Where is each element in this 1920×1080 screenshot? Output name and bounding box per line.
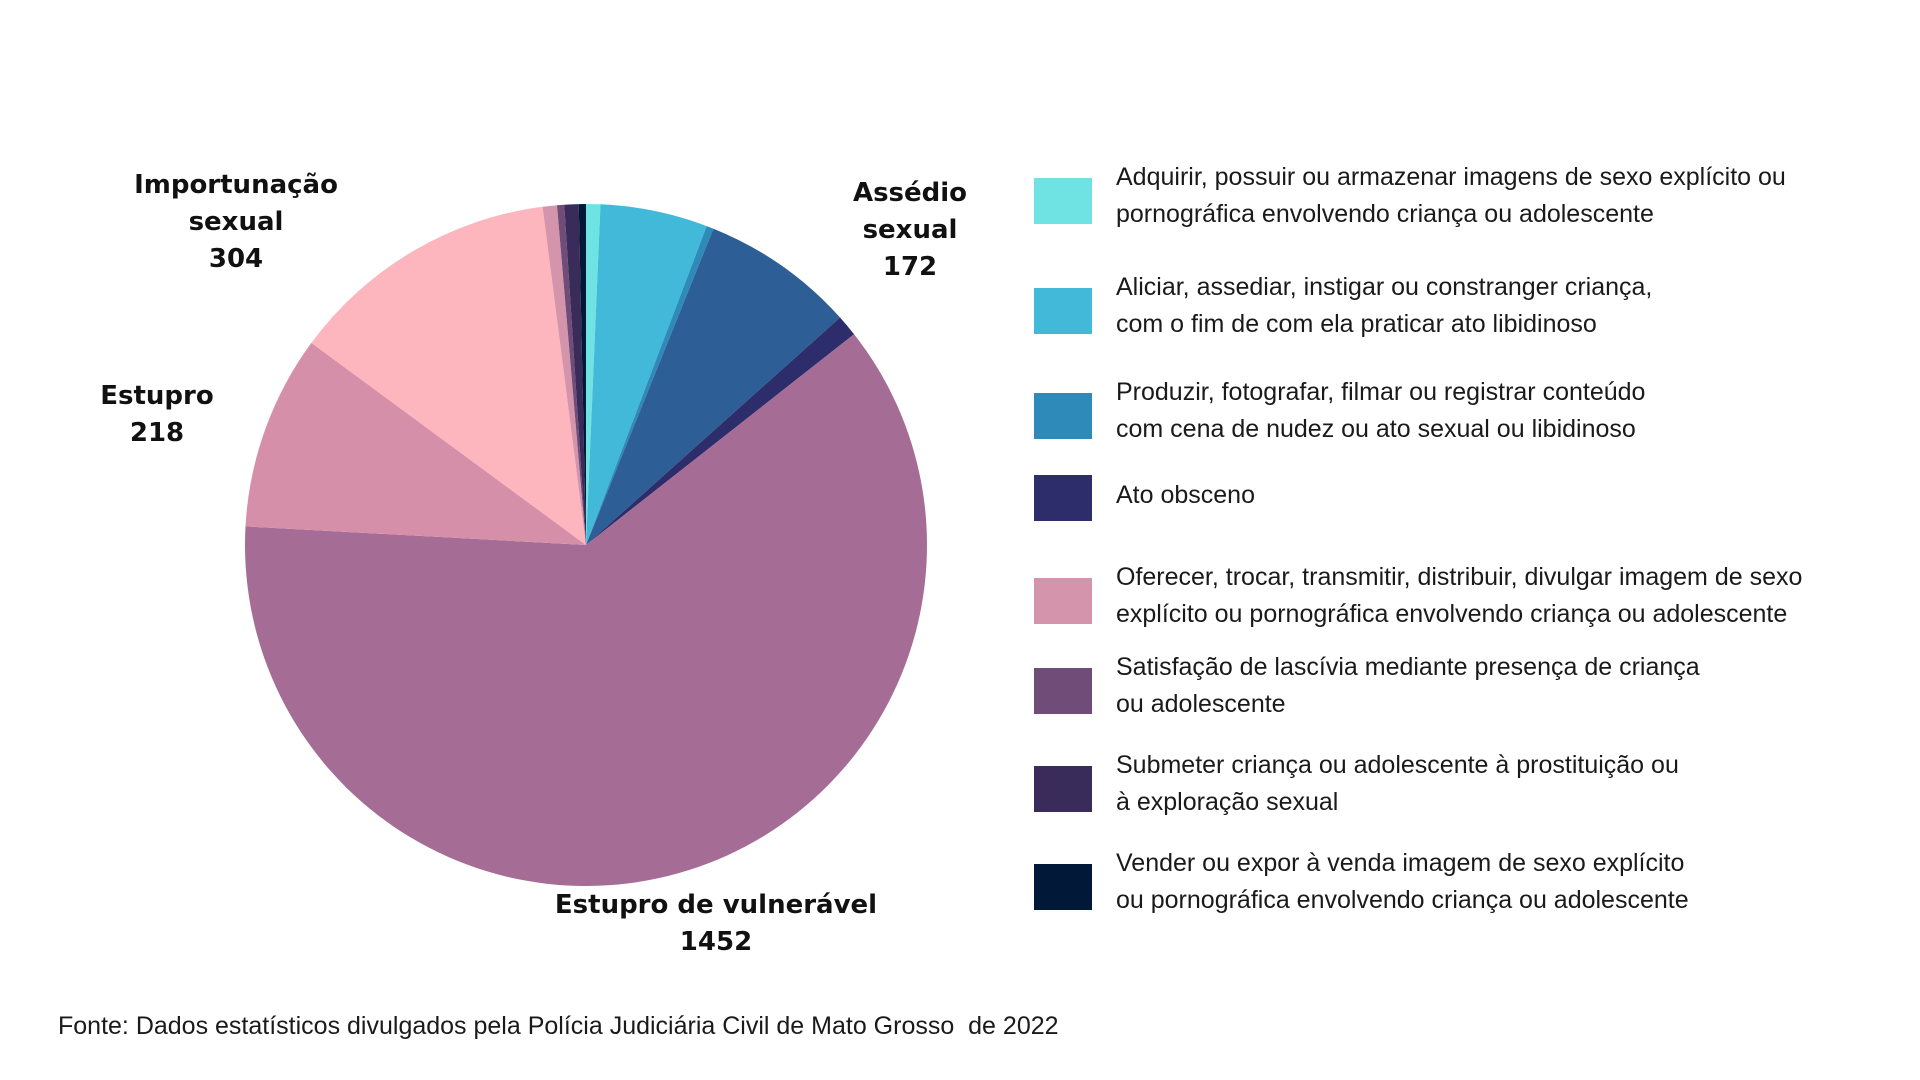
data-label-name: Estupro [100, 381, 214, 411]
pie-slice-5 [586, 317, 855, 545]
data-label-1: Assédio sexual 172 [853, 175, 967, 286]
legend-label: Ato obsceno [1116, 477, 1906, 514]
pie-slice-2 [586, 204, 707, 545]
legend-swatch [1034, 288, 1092, 334]
legend-label-line: Oferecer, trocar, transmitir, distribuir… [1116, 563, 1803, 591]
legend-swatch [1034, 864, 1092, 910]
data-label-name: Importunação [134, 170, 338, 200]
pie-slice-7 [245, 342, 586, 545]
pie-slice-12 [578, 204, 586, 545]
pie-slice-9 [542, 205, 586, 546]
data-label-value: 218 [129, 418, 185, 448]
legend-label: Aliciar, assediar, instigar ou constrang… [1116, 269, 1906, 343]
legend-swatch [1034, 475, 1092, 521]
pie-slice-8 [311, 206, 586, 545]
legend-swatch [1034, 766, 1092, 812]
legend-label-line: Ato obsceno [1116, 481, 1255, 509]
legend-label: Vender ou expor à venda imagem de sexo e… [1116, 845, 1906, 919]
pie-slice-10 [557, 204, 586, 545]
legend-label: Satisfação de lascívia mediante presença… [1116, 649, 1906, 723]
data-label-name: Assédio [852, 178, 968, 208]
legend-label: Submeter criança ou adolescente à prosti… [1116, 747, 1906, 821]
source-note: Fonte: Dados estatísticos divulgados pel… [58, 1012, 1059, 1040]
legend-label-line: ou pornográfica envolvendo criança ou ad… [1116, 886, 1689, 914]
legend-label-line: ou adolescente [1116, 690, 1286, 718]
data-label-name: sexual [862, 215, 958, 245]
legend-label-line: Aliciar, assediar, instigar ou constrang… [1116, 273, 1653, 301]
legend-label-line: Submeter criança ou adolescente à prosti… [1116, 751, 1679, 779]
data-label-3: Estupro 218 [100, 378, 213, 452]
legend-label-line: Adquirir, possuir ou armazenar imagens d… [1116, 163, 1786, 191]
legend-label-line: à exploração sexual [1116, 788, 1339, 816]
legend-swatch [1034, 578, 1092, 624]
legend-label-line: pornográfica envolvendo criança ou adole… [1116, 200, 1654, 228]
data-label-name: sexual [188, 207, 284, 237]
legend-swatch [1034, 668, 1092, 714]
pie-slice-6 [245, 334, 928, 887]
legend-label-line: Produzir, fotografar, filmar ou registra… [1116, 378, 1646, 406]
pie-slice-11 [564, 204, 586, 545]
legend-label: Produzir, fotografar, filmar ou registra… [1116, 374, 1906, 448]
data-label-2: Estupro de vulnerável 1452 [555, 887, 877, 961]
legend-label-line: com o fim de com ela praticar ato libidi… [1116, 310, 1597, 338]
data-label-value: 304 [208, 244, 264, 274]
legend-label: Adquirir, possuir ou armazenar imagens d… [1116, 159, 1906, 233]
legend-swatch [1034, 178, 1092, 224]
legend-label-line: Satisfação de lascívia mediante presença… [1116, 653, 1700, 681]
legend-label-line: com cena de nudez ou ato sexual ou libid… [1116, 415, 1636, 443]
legend-label-line: Vender ou expor à venda imagem de sexo e… [1116, 849, 1685, 877]
pie-slice-3 [586, 226, 714, 545]
pie-slice-1 [586, 204, 601, 545]
data-label-value: 1452 [679, 927, 753, 957]
data-label-value: 172 [882, 252, 938, 282]
data-label-4: Importunação sexual 304 [134, 167, 338, 278]
data-label-name: Estupro de vulnerável [554, 890, 878, 920]
legend-label-line: explícito ou pornográfica envolvendo cri… [1116, 600, 1788, 628]
pie-slice-4 [586, 228, 841, 545]
legend-label: Oferecer, trocar, transmitir, distribuir… [1116, 559, 1906, 633]
legend-swatch [1034, 393, 1092, 439]
